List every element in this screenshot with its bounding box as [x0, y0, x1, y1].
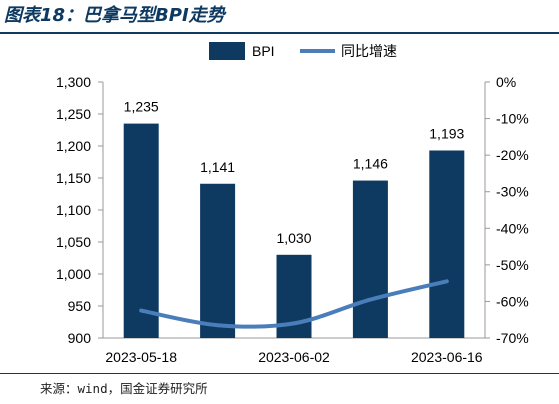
legend: BPI 同比增速	[209, 42, 397, 60]
bpi-bar	[429, 150, 465, 338]
y-left-tick-label: 1,000	[56, 266, 91, 282]
y-left-tick-label: 1,300	[56, 74, 91, 90]
y-right-tick-label: -10%	[496, 111, 529, 127]
y-right-tick-label: -70%	[496, 330, 529, 346]
y-right-tick-label: 0%	[496, 74, 516, 90]
y-right-tick-label: -30%	[496, 184, 529, 200]
y-right-tick-label: -50%	[496, 257, 529, 273]
y-left-tick-label: 1,250	[56, 106, 91, 122]
bpi-bar	[123, 123, 159, 338]
growth-line	[139, 279, 449, 329]
bpi-data-label: 1,235	[124, 99, 159, 115]
legend-label-bpi: BPI	[252, 43, 275, 59]
x-tick-label: 2023-06-16	[411, 349, 483, 365]
bpi-data-label: 1,141	[200, 159, 235, 175]
bpi-data-label: 1,146	[353, 156, 388, 172]
y-right-tick-label: -60%	[496, 293, 529, 309]
bpi-data-label: 1,030	[276, 230, 311, 246]
source-note: 来源：wind，国金证券研究所	[40, 381, 208, 396]
footer-rule	[0, 373, 559, 374]
bpi-bar	[352, 180, 388, 338]
y-left-tick-label: 950	[68, 298, 92, 314]
x-tick-label: 2023-06-02	[258, 349, 330, 365]
axes: 900 950 1,000 1,050 1,100 1,150 1,200 1,250 1,30…	[56, 74, 529, 365]
chart-title: 图表18：巴拿马型BPI走势	[4, 5, 225, 26]
growth-line-path	[139, 279, 449, 329]
title-rule	[0, 32, 559, 34]
x-tick-label: 2023-05-18	[105, 349, 177, 365]
data-labels: 1,235 1,141 1,030 1,146 1,193	[124, 99, 465, 246]
y-right-tick-label: -20%	[496, 147, 529, 163]
y-left-tick-label: 900	[68, 330, 92, 346]
y-right-tick-label: -40%	[496, 220, 529, 236]
y-left-tick-label: 1,150	[56, 170, 91, 186]
y-left-tick-label: 1,100	[56, 202, 91, 218]
bars	[123, 123, 465, 338]
legend-swatch-bpi	[209, 42, 245, 60]
y-left-tick-label: 1,050	[56, 234, 91, 250]
y-left-tick-label: 1,200	[56, 138, 91, 154]
legend-label-growth: 同比增速	[341, 43, 397, 59]
bpi-bar	[200, 183, 236, 338]
bpi-data-label: 1,193	[429, 125, 464, 141]
